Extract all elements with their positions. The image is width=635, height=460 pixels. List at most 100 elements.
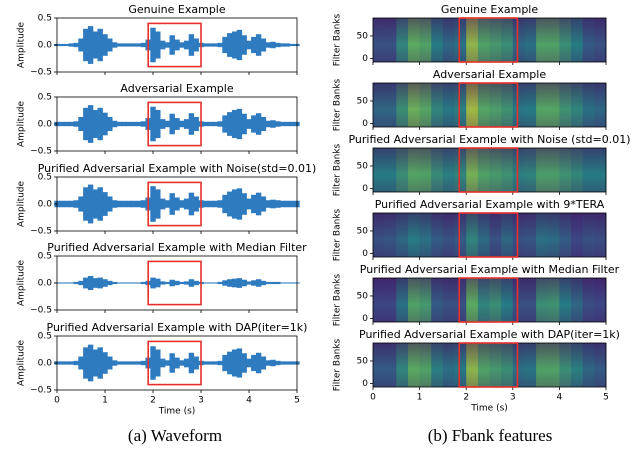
waveform-segment <box>260 280 267 286</box>
panel-title: Purified Adversarial Example with 9*TERA <box>375 198 605 211</box>
waveform-segment <box>212 43 219 47</box>
y-axis-label: Filter Banks <box>333 208 343 261</box>
waveform-segment <box>279 43 286 47</box>
y-tick-label: 50 <box>357 31 369 41</box>
waveform-segment <box>174 118 180 130</box>
waveform-segment <box>102 192 108 216</box>
spectrogram-shade <box>373 213 606 257</box>
waveform-segment <box>222 280 228 286</box>
waveform-segment <box>217 200 223 208</box>
waveform-segment <box>227 191 233 217</box>
waveform-segment <box>102 112 108 136</box>
x-tick-label: 3 <box>198 396 204 406</box>
x-tick-label: 0 <box>370 393 376 403</box>
highlight-box <box>147 181 202 227</box>
waveform-segment <box>97 277 103 289</box>
y-tick-label: 0 <box>362 54 368 64</box>
waveform-segment <box>135 282 142 284</box>
waveform-segment <box>260 116 267 132</box>
waveform-segment <box>284 43 291 47</box>
spectrogram-shade <box>373 278 606 322</box>
waveform-segment <box>231 349 238 377</box>
waveform-segment <box>78 356 84 370</box>
waveform-segment <box>59 121 65 127</box>
waveform-segment <box>87 105 94 143</box>
waveform-segment <box>111 42 118 48</box>
waveform-segment <box>231 31 238 59</box>
waveform-segment <box>159 358 166 368</box>
waveform-segment <box>193 38 199 52</box>
panel-title: Genuine Example <box>128 3 225 16</box>
waveform-segment <box>255 279 262 287</box>
waveform-segment <box>164 200 171 208</box>
waveform-segment <box>227 33 233 57</box>
waveform-segment <box>97 187 103 221</box>
waveform-segment <box>227 351 233 375</box>
x-axis-label: Time (s) <box>158 407 196 417</box>
waveform-segment <box>107 356 113 370</box>
waveform-segment <box>241 193 247 215</box>
waveform-segment <box>188 279 195 287</box>
waveform-segment <box>169 279 175 287</box>
waveform-segment <box>116 282 123 284</box>
waveform-segment <box>275 360 281 366</box>
waveform-segment <box>236 29 243 61</box>
waveform-segment <box>155 189 161 219</box>
waveform-segment <box>92 278 99 288</box>
waveform-segment <box>87 184 94 224</box>
y-tick-label: 0 <box>362 249 368 259</box>
waveform-segment <box>174 280 180 286</box>
waveform-segment <box>222 36 228 54</box>
waveform-segment <box>289 43 295 47</box>
y-axis-label: Filter Banks <box>333 143 343 196</box>
waveform-segment <box>159 119 166 129</box>
caption: (a) Waveform <box>128 426 222 445</box>
y-tick-label: 0.0 <box>38 200 53 210</box>
waveform-segment <box>227 112 233 136</box>
waveform-segment <box>169 35 175 55</box>
waveform-segment <box>275 200 281 208</box>
waveform-segment <box>155 31 161 59</box>
x-tick-label: 0 <box>54 396 60 406</box>
waveform-segment <box>159 198 166 210</box>
waveform-segment <box>275 42 281 48</box>
y-tick-label: 0.5 <box>38 252 52 262</box>
waveform-segment <box>126 43 132 47</box>
waveform-segment <box>155 278 161 288</box>
y-tick-label: 0.5 <box>38 14 52 24</box>
waveform-segment <box>63 200 70 208</box>
waveform-segment <box>92 31 99 59</box>
waveform-segment <box>140 281 147 285</box>
waveform-segment <box>121 282 127 284</box>
waveform-segment <box>126 361 132 365</box>
waveform-segment <box>231 278 238 288</box>
waveform-segment <box>73 281 79 285</box>
y-axis-label: Filter Banks <box>333 273 343 326</box>
waveform-segment <box>203 121 209 127</box>
y-tick-label: 0.5 <box>38 173 52 183</box>
caption: (b) Fbank features <box>428 426 553 445</box>
waveform-segment <box>83 187 89 221</box>
y-tick-label: −0.5 <box>30 147 52 157</box>
y-tick-label: 50 <box>357 226 369 236</box>
x-tick-label: 4 <box>246 396 252 406</box>
waveform-segment <box>265 200 271 208</box>
y-tick-label: 0.0 <box>38 359 53 369</box>
panel-title: Adversarial Example <box>433 68 546 81</box>
waveform-segment <box>251 280 257 286</box>
x-tick-label: 5 <box>294 396 300 406</box>
waveform-segment <box>179 42 185 48</box>
waveform-segment <box>275 121 281 127</box>
highlight-box <box>458 342 519 388</box>
panel-title: Purified Adversarial Example with Median… <box>360 263 620 276</box>
spectrogram-shade <box>373 18 606 62</box>
waveform-segment <box>155 349 161 377</box>
waveform-segment <box>246 281 252 285</box>
waveform-segment <box>289 361 295 365</box>
highlight-box <box>147 340 202 386</box>
waveform-segment <box>92 349 99 377</box>
waveform-segment <box>121 361 127 365</box>
waveform-segment <box>131 282 137 284</box>
waveform-segment <box>126 121 132 127</box>
waveform-segment <box>255 113 262 135</box>
